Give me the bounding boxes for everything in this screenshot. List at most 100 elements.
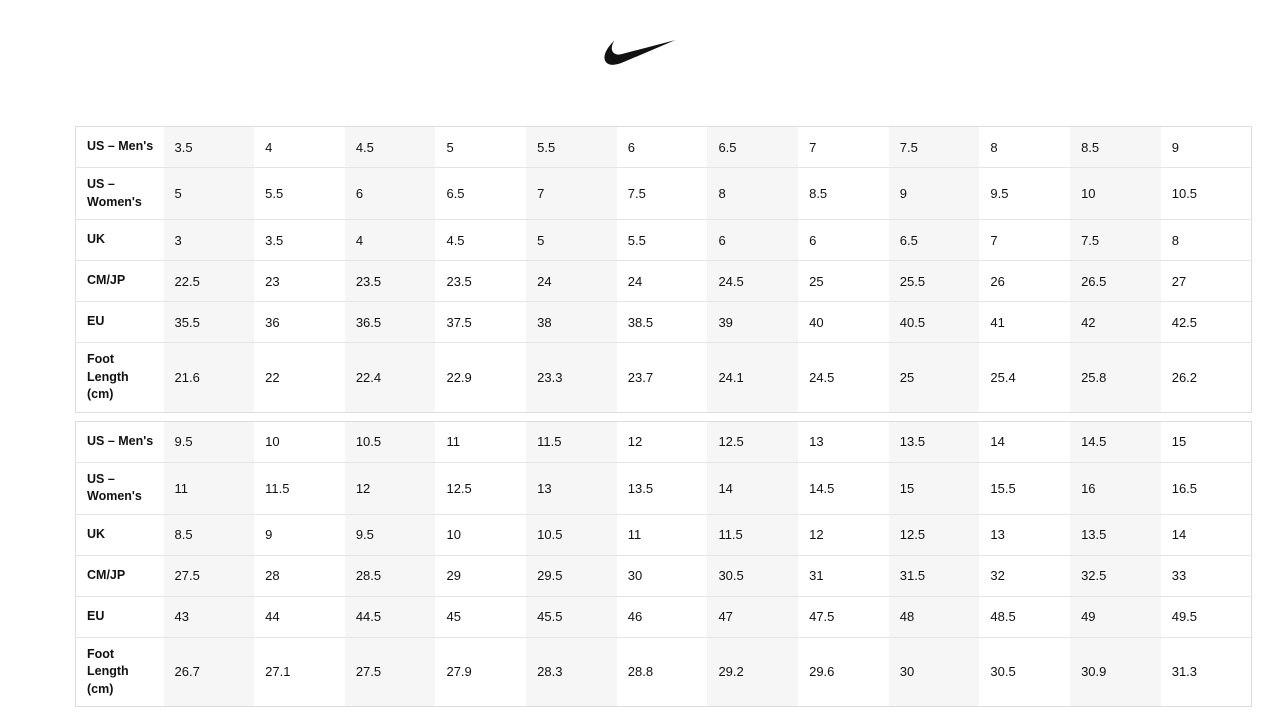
size-cell: 35.5 bbox=[163, 301, 255, 343]
size-cell: 6 bbox=[809, 232, 817, 248]
nike-swoosh-icon bbox=[604, 40, 676, 65]
table-row: UK 8.5 9 9.5 10 10.5 11 11.5 12 12.5 13 13.5 14 bbox=[75, 514, 1252, 555]
table-row: UK 3 3.5 4 4.5 5 5.5 6 6 6.5 7 7.5 8 bbox=[75, 219, 1252, 261]
table-row: CM/JP 22.5 23 23.5 23.5 24 24 24.5 25 25.5 26 26.5 2… bbox=[75, 260, 1252, 302]
size-cell: 11.5 bbox=[526, 421, 617, 462]
size-cell: 6 bbox=[627, 139, 636, 155]
size-cell: 15 bbox=[888, 462, 980, 514]
size-cell: 30.5 bbox=[990, 664, 1016, 680]
size-cell: 43 bbox=[163, 596, 255, 637]
size-cell: 12 bbox=[344, 462, 436, 514]
size-cell: 31.5 bbox=[888, 555, 980, 596]
size-cell: 47.5 bbox=[809, 609, 835, 624]
size-cell: 10 bbox=[446, 527, 461, 542]
size-cell: 28.5 bbox=[344, 555, 436, 596]
size-cell: 25.5 bbox=[888, 260, 980, 302]
row-label: US – Women's bbox=[87, 177, 142, 209]
size-cell: 26.7 bbox=[163, 637, 255, 707]
size-cell: 7.5 bbox=[1070, 219, 1161, 261]
size-cell: 38.5 bbox=[627, 314, 654, 330]
row-label: EU bbox=[87, 608, 105, 623]
size-cell: 13 bbox=[809, 434, 824, 449]
header bbox=[0, 0, 1280, 72]
size-chart-table-2: US – Men's 9.5 10 10.5 11 11.5 12 12.5 13 13.5 14 1… bbox=[75, 420, 1252, 707]
size-cell: 13.5 bbox=[888, 421, 980, 462]
size-cell: 6 bbox=[707, 219, 799, 261]
size-cell: 8.5 bbox=[809, 186, 828, 201]
size-cell: 8.5 bbox=[1070, 126, 1161, 168]
size-cell: 36 bbox=[265, 314, 280, 330]
size-cell: 5 bbox=[163, 167, 255, 220]
size-cell: 5.5 bbox=[265, 186, 284, 201]
row-label: EU bbox=[87, 314, 105, 329]
size-cell: 41 bbox=[990, 314, 1005, 330]
size-cell: 3.5 bbox=[265, 232, 284, 248]
size-cell: 14 bbox=[990, 434, 1005, 449]
size-cell: 11 bbox=[446, 434, 460, 449]
size-cell: 13.5 bbox=[627, 480, 654, 496]
size-cell: 23.3 bbox=[526, 342, 617, 412]
size-cell: 5.5 bbox=[526, 126, 617, 168]
size-cell: 13.5 bbox=[1070, 514, 1161, 555]
size-cell: 14 bbox=[1171, 527, 1187, 542]
size-cell: 9 bbox=[1171, 139, 1179, 155]
size-cell: 29.5 bbox=[526, 555, 617, 596]
table-row: US – Women's 11 11.5 12 12.5 13 13.5 14 14.5 15 15… bbox=[75, 462, 1252, 514]
size-cell: 42 bbox=[1070, 301, 1161, 343]
size-cell: 24.5 bbox=[707, 260, 799, 302]
size-cell: 9.5 bbox=[344, 514, 436, 555]
size-cell: 13 bbox=[526, 462, 617, 514]
size-cell: 22 bbox=[265, 369, 280, 385]
size-cell: 22.9 bbox=[446, 369, 472, 385]
size-cell: 29 bbox=[446, 568, 461, 583]
size-cell: 49 bbox=[1070, 596, 1161, 637]
size-cell: 9.5 bbox=[990, 186, 1009, 201]
size-cell: 23.5 bbox=[344, 260, 436, 302]
size-cell: 22.4 bbox=[344, 342, 436, 412]
size-cell: 15.5 bbox=[990, 480, 1016, 496]
size-cell: 49.5 bbox=[1171, 609, 1198, 624]
row-label: US – Men's bbox=[87, 433, 154, 448]
nike-logo[interactable] bbox=[604, 36, 676, 72]
size-cell: 30.5 bbox=[707, 555, 799, 596]
size-cell: 44 bbox=[265, 609, 280, 624]
table-row: Foot Length (cm) 26.7 27.1 27.5 27.9 28.3 28.8… bbox=[76, 637, 1252, 707]
size-cell: 6 bbox=[344, 167, 436, 220]
size-cell: 5.5 bbox=[627, 232, 646, 248]
size-cell: 31.3 bbox=[1171, 664, 1198, 680]
size-cell: 25.4 bbox=[990, 369, 1016, 385]
size-cell: 37.5 bbox=[446, 314, 472, 330]
size-cell: 24.5 bbox=[809, 369, 835, 385]
size-cell: 11 bbox=[163, 462, 255, 514]
size-cell: 22.5 bbox=[163, 260, 255, 302]
size-cell: 45 bbox=[446, 609, 461, 624]
row-label: UK bbox=[87, 232, 106, 247]
row-label: UK bbox=[87, 526, 106, 541]
table-row: US – Women's 5 5.5 6 6.5 7 7.5 8 8.5 9 9.5 10 10.5 bbox=[75, 167, 1252, 220]
size-cell: 6.5 bbox=[888, 219, 980, 261]
size-cell: 23.5 bbox=[446, 273, 472, 289]
size-cell: 26.5 bbox=[1070, 260, 1161, 302]
size-cell: 4.5 bbox=[344, 126, 436, 168]
size-cell: 3.5 bbox=[163, 126, 255, 168]
size-cell: 8 bbox=[990, 139, 998, 155]
size-cell: 7 bbox=[990, 232, 998, 248]
size-cell: 4.5 bbox=[446, 232, 465, 248]
size-cell: 28.3 bbox=[526, 637, 617, 707]
size-cell: 12.5 bbox=[446, 480, 472, 496]
size-cell: 8 bbox=[707, 167, 799, 220]
table-row: EU 43 44 44.5 45 45.5 46 47 47.5 48 48.5 49 49.5 bbox=[75, 596, 1252, 637]
size-cell: 30.9 bbox=[1070, 637, 1161, 707]
size-cell: 16 bbox=[1070, 462, 1161, 514]
size-cell: 25.8 bbox=[1070, 342, 1161, 412]
row-label: CM/JP bbox=[87, 567, 126, 582]
table-row: Foot Length (cm) 21.6 22 22.4 22.9 23.3 23.7 24… bbox=[76, 342, 1252, 412]
size-cell: 10.5 bbox=[526, 514, 617, 555]
size-cell: 5 bbox=[446, 139, 454, 155]
size-cell: 27.5 bbox=[163, 555, 255, 596]
size-cell: 29.2 bbox=[707, 637, 799, 707]
size-cell: 11.5 bbox=[265, 480, 290, 496]
size-cell: 30 bbox=[888, 637, 980, 707]
row-label: CM/JP bbox=[87, 273, 126, 288]
size-cell: 8.5 bbox=[163, 514, 255, 555]
